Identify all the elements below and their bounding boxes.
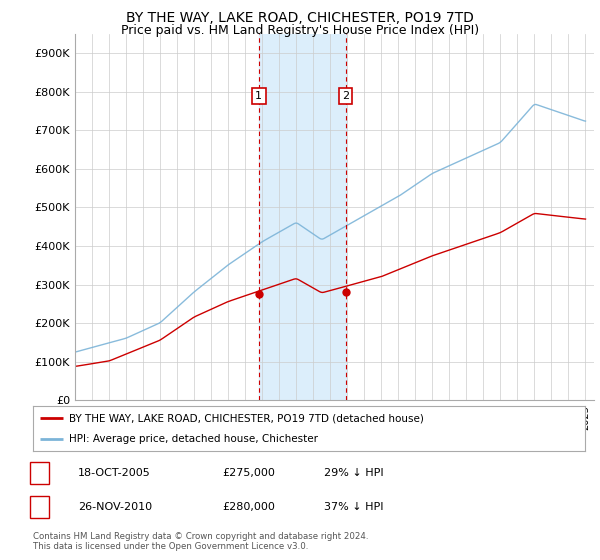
Bar	[259, 34, 346, 400]
Text: 2: 2	[342, 91, 349, 101]
Text: 1: 1	[36, 468, 43, 478]
Text: 1: 1	[255, 91, 262, 101]
Text: Contains HM Land Registry data © Crown copyright and database right 2024.
This d: Contains HM Land Registry data © Crown c…	[33, 532, 368, 552]
Text: BY THE WAY, LAKE ROAD, CHICHESTER, PO19 7TD: BY THE WAY, LAKE ROAD, CHICHESTER, PO19 …	[126, 11, 474, 25]
Text: HPI: Average price, detached house, Chichester: HPI: Average price, detached house, Chic…	[69, 433, 318, 444]
Text: £280,000: £280,000	[222, 502, 275, 512]
Text: 18-OCT-2005: 18-OCT-2005	[78, 468, 151, 478]
Text: 37% ↓ HPI: 37% ↓ HPI	[324, 502, 383, 512]
Text: 26-NOV-2010: 26-NOV-2010	[78, 502, 152, 512]
Text: 29% ↓ HPI: 29% ↓ HPI	[324, 468, 383, 478]
Text: Price paid vs. HM Land Registry's House Price Index (HPI): Price paid vs. HM Land Registry's House …	[121, 24, 479, 36]
Text: 2: 2	[36, 502, 43, 512]
Text: BY THE WAY, LAKE ROAD, CHICHESTER, PO19 7TD (detached house): BY THE WAY, LAKE ROAD, CHICHESTER, PO19 …	[69, 413, 424, 423]
Text: £275,000: £275,000	[222, 468, 275, 478]
